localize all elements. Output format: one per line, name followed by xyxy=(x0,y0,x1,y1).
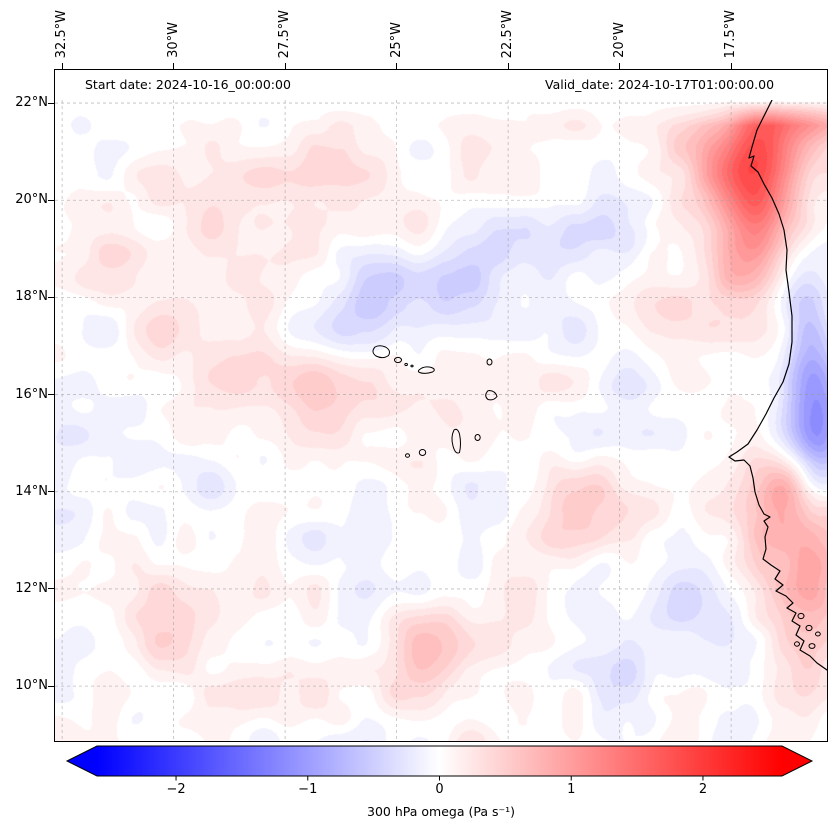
colorbar-tick-label: −2 xyxy=(166,782,186,797)
island-sao-vicente xyxy=(393,356,403,364)
left-tick-mark xyxy=(48,102,54,104)
left-tick-mark xyxy=(48,394,54,396)
top-tick-mark xyxy=(619,63,621,69)
top-tick-mark xyxy=(730,63,732,69)
start-date-annotation: Start date: 2024-10-16_00:00:00 xyxy=(85,77,291,92)
island-bijagos-4 xyxy=(808,643,816,649)
top-tick-label: 27.5°W xyxy=(277,9,293,58)
omega-field-canvas xyxy=(55,70,827,741)
island-sao-nicolau xyxy=(417,366,435,374)
left-tick-mark xyxy=(48,296,54,298)
valid-date-annotation: Valid_date: 2024-10-17T01:00:00.00 xyxy=(545,77,775,92)
island-sal xyxy=(486,358,493,366)
colorbar-bar xyxy=(65,745,814,777)
island-brava xyxy=(404,453,411,458)
top-tick-mark xyxy=(507,63,509,69)
left-tick-mark xyxy=(48,199,54,201)
island-bijagos-3 xyxy=(793,641,801,647)
island-bijagos-5 xyxy=(814,631,821,637)
top-tick-label: 32.5°W xyxy=(54,9,70,58)
left-tick-label: 20°N xyxy=(15,192,48,208)
colorbar-tick-label: 2 xyxy=(698,782,708,797)
island-bijagos-2 xyxy=(805,624,813,632)
island-santa-luzia xyxy=(404,362,408,367)
colorbar-tick-label: −1 xyxy=(298,782,318,797)
island-ilheu-branco xyxy=(410,364,414,368)
island-santiago xyxy=(451,428,461,454)
left-tick-label: 12°N xyxy=(15,580,48,596)
island-fogo xyxy=(418,449,427,456)
map-overlay xyxy=(55,70,827,741)
top-tick-mark xyxy=(173,63,175,69)
colorbar-tick-label: 0 xyxy=(435,782,444,797)
annotation-band: Start date: 2024-10-16_00:00:00 Valid_da… xyxy=(55,70,827,100)
colorbar-label: 300 hPa omega (Pa s⁻¹) xyxy=(367,804,515,819)
left-tick-label: 16°N xyxy=(15,386,48,402)
island-santo-antao xyxy=(372,345,390,359)
top-tick-mark xyxy=(61,63,63,69)
left-tick-label: 18°N xyxy=(15,289,48,305)
top-tick-label: 25°W xyxy=(388,22,404,58)
left-tick-mark xyxy=(48,685,54,687)
colorbar-tick-label: 1 xyxy=(567,782,576,797)
left-tick-label: 14°N xyxy=(15,483,48,499)
left-tick-mark xyxy=(48,588,54,590)
left-tick-label: 10°N xyxy=(15,678,48,694)
top-tick-label: 20°W xyxy=(611,22,627,58)
top-tick-label: 22.5°W xyxy=(500,9,516,58)
island-bijagos-1 xyxy=(797,612,805,620)
map-plot-area: Start date: 2024-10-16_00:00:00 Valid_da… xyxy=(54,69,828,742)
top-tick-mark xyxy=(284,63,286,69)
top-tick-label: 30°W xyxy=(165,22,181,58)
island-maio xyxy=(474,434,481,441)
colorbar xyxy=(65,745,814,781)
graticule xyxy=(55,70,827,741)
left-tick-label: 22°N xyxy=(15,95,48,111)
left-tick-mark xyxy=(48,491,54,493)
top-tick-mark xyxy=(396,63,398,69)
island-boa-vista xyxy=(485,389,498,401)
top-tick-label: 17.5°W xyxy=(723,9,739,58)
coastline xyxy=(728,70,827,671)
